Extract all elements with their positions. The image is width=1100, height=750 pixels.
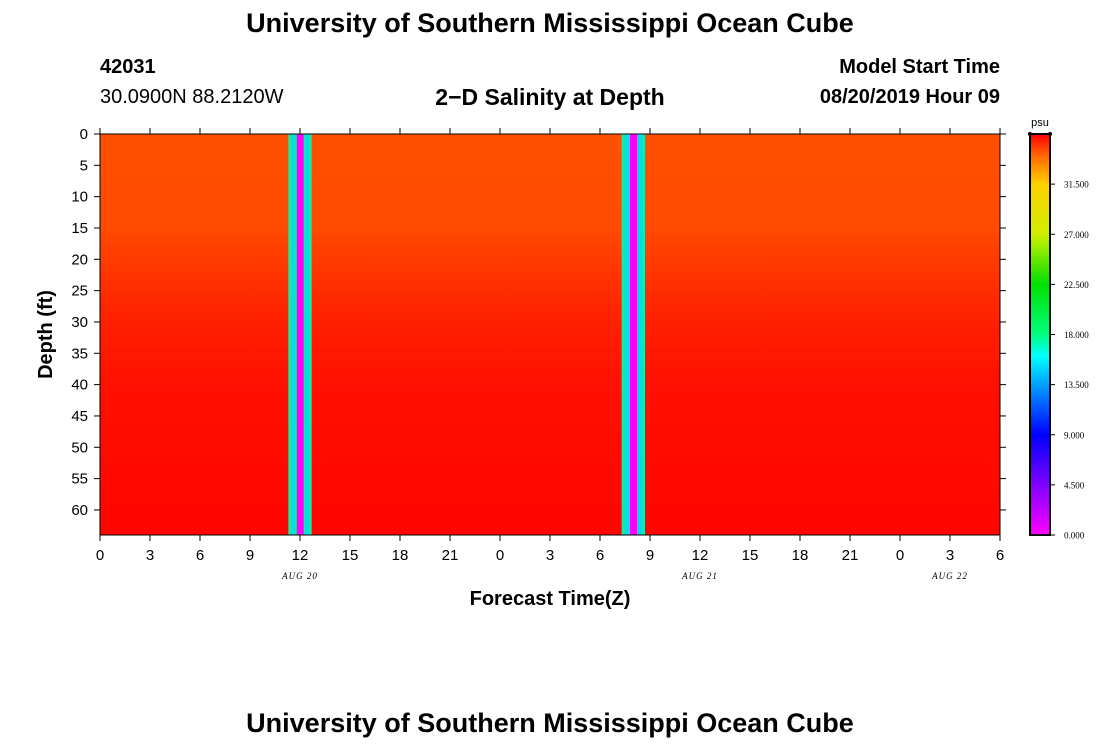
colorbar-tick-label: 9.000 (1064, 430, 1085, 440)
date-label: AUG 21 (681, 571, 718, 581)
x-tick-label: 15 (342, 547, 359, 564)
x-tick-label: 9 (646, 547, 654, 564)
date-label: AUG 22 (931, 571, 968, 581)
y-tick-label: 50 (71, 439, 88, 456)
x-tick-label: 9 (246, 547, 254, 564)
salinity-field (100, 134, 1000, 535)
x-tick-label: 6 (996, 547, 1004, 564)
y-tick-label: 40 (71, 377, 88, 394)
colorbar-corner-left (1028, 132, 1032, 136)
colorbar-gradient (1030, 134, 1050, 535)
colorbar-unit: psu (1031, 117, 1049, 129)
x-tick-label: 0 (96, 547, 104, 564)
x-tick-label: 12 (292, 547, 309, 564)
data-gap-edge-left-1 (624, 134, 630, 535)
x-tick-label: 3 (946, 547, 954, 564)
station-coords: 30.0900N 88.2120W (100, 86, 284, 108)
colorbar-tick-label: 31.500 (1064, 180, 1089, 190)
data-gap-core-0 (296, 134, 304, 535)
x-tick-label: 21 (442, 547, 459, 564)
x-tick-label: 12 (692, 547, 709, 564)
model-start-label: Model Start Time (839, 56, 1000, 78)
y-tick-label: 45 (71, 408, 88, 425)
y-tick-label: 10 (71, 189, 88, 206)
page-title: University of Southern Mississippi Ocean… (246, 8, 854, 38)
y-tick-label: 55 (71, 471, 88, 488)
x-axis-title: Forecast Time(Z) (470, 588, 631, 610)
colorbar-tick-label: 13.500 (1064, 380, 1089, 390)
x-tick-label: 6 (196, 547, 204, 564)
colorbar-corner-right (1048, 132, 1052, 136)
colorbar-tick-label: 22.500 (1064, 280, 1089, 290)
x-tick-label: 18 (792, 547, 809, 564)
x-tick-label: 3 (546, 547, 554, 564)
data-gap-edge-left-0 (291, 134, 296, 535)
y-tick-label: 60 (71, 502, 88, 519)
y-tick-label: 35 (71, 345, 88, 362)
x-tick-label: 21 (842, 547, 859, 564)
x-tick-label: 3 (146, 547, 154, 564)
y-tick-label: 30 (71, 314, 88, 331)
plot-title: 2−D Salinity at Depth (435, 84, 665, 110)
y-tick-label: 0 (80, 126, 88, 143)
data-gap-edge-right-1 (638, 134, 643, 535)
x-tick-label: 18 (392, 547, 409, 564)
y-tick-label: 20 (71, 251, 88, 268)
y-tick-label: 25 (71, 283, 88, 300)
y-axis-title: Depth (ft) (35, 290, 57, 379)
colorbar-tick-label: 4.500 (1064, 480, 1085, 490)
y-tick-label: 5 (80, 157, 88, 174)
y-tick-label: 15 (71, 220, 88, 237)
x-tick-label: 0 (496, 547, 504, 564)
x-tick-label: 6 (596, 547, 604, 564)
footer-title: University of Southern Mississippi Ocean… (246, 708, 854, 738)
station-id: 42031 (100, 56, 156, 78)
colorbar-tick-label: 18.000 (1064, 330, 1089, 340)
data-gap-core-1 (630, 134, 638, 535)
data-gap-edge-right-0 (304, 134, 310, 535)
date-label: AUG 20 (281, 571, 318, 581)
colorbar-tick-label: 0.000 (1064, 531, 1085, 541)
x-tick-label: 15 (742, 547, 759, 564)
x-tick-label: 0 (896, 547, 904, 564)
model-start-value: 08/20/2019 Hour 09 (819, 86, 1000, 108)
colorbar-tick-label: 27.000 (1064, 230, 1089, 240)
